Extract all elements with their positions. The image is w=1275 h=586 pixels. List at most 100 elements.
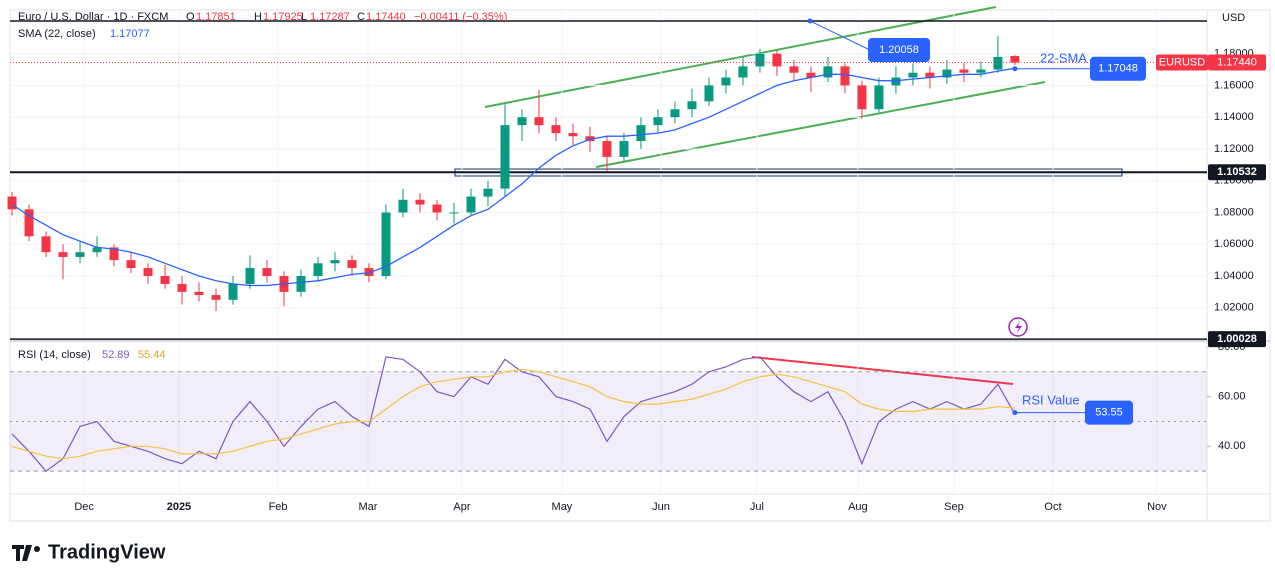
ohlc-value: 1.17440 — [366, 11, 406, 23]
event-icon[interactable] — [1008, 317, 1028, 337]
level-badge-label: 1.00028 — [1217, 333, 1257, 345]
ohlc-label: O — [186, 11, 195, 23]
candle-body — [7, 196, 17, 210]
candle-body — [772, 53, 782, 67]
ohlc-label: H — [254, 11, 262, 23]
candle-body — [789, 66, 799, 73]
candle-body — [721, 77, 731, 86]
candle-body — [58, 252, 68, 257]
symbol-label: EURUSD — [1159, 56, 1206, 68]
sma-legend: SMA (22, close) — [18, 28, 96, 40]
candle-body — [857, 85, 867, 110]
y-tick-label: 1.12000 — [1214, 143, 1254, 155]
candle-body — [687, 101, 697, 110]
candle-body — [568, 133, 578, 137]
sma-callout-box — [1090, 56, 1146, 81]
rsi-ma-legend-value: 55.44 — [138, 349, 166, 361]
candle-body — [347, 260, 357, 269]
candle-body — [194, 291, 204, 296]
rsi-line — [11, 368, 1015, 460]
candle-body — [534, 117, 544, 126]
candle-body — [177, 283, 187, 292]
ohlc-value: 1.17925 — [263, 11, 303, 23]
candle-body — [500, 125, 510, 189]
candle-body — [313, 263, 323, 276]
candle-body — [109, 247, 119, 261]
candle-body — [466, 196, 476, 213]
rsi-band — [10, 371, 1207, 472]
ohlc-label: L — [301, 11, 307, 23]
x-tick-label: May — [552, 501, 573, 513]
candle-body — [993, 56, 1003, 70]
level-badge — [1208, 331, 1266, 348]
y-tick-label: 1.06000 — [1214, 238, 1254, 250]
callout-box — [868, 38, 930, 62]
logo-mark — [12, 545, 32, 561]
x-tick-label: Oct — [1044, 501, 1061, 513]
sma-callout-text: 22-SMA — [1040, 50, 1087, 65]
frame — [9, 9, 1271, 522]
x-tick-label: Nov — [1147, 501, 1167, 513]
candle-body — [262, 268, 272, 276]
x-tick-label: Dec — [74, 501, 94, 513]
candle-body — [585, 136, 595, 142]
candle-body — [160, 276, 170, 284]
candle-body — [415, 199, 425, 205]
x-tick-label: 2025 — [167, 501, 191, 513]
divergence-line — [751, 356, 1014, 385]
candle-body — [228, 283, 238, 300]
y-tick-label: 1.04000 — [1214, 270, 1254, 282]
candle-body — [551, 125, 561, 134]
candle-body — [211, 295, 221, 300]
sma-callout-value: 1.17048 — [1098, 63, 1138, 75]
candle-body — [806, 72, 816, 78]
ohlc-label: C — [357, 11, 365, 23]
candle-body — [636, 125, 646, 142]
candle-body — [126, 260, 136, 269]
candle-body — [755, 53, 765, 67]
callout-value: 1.20058 — [879, 44, 919, 56]
price-badge-label: 1.17440 — [1217, 56, 1257, 68]
symbol-badge — [1156, 54, 1208, 71]
candle-body — [75, 252, 85, 257]
candle-body — [823, 66, 833, 78]
candle-body — [942, 69, 952, 78]
candle-body — [670, 109, 680, 118]
candle-body — [92, 247, 102, 253]
x-tick-label: Jul — [750, 501, 764, 513]
rsi-line — [11, 356, 1016, 473]
channel-top — [484, 6, 997, 108]
candle-body — [738, 66, 748, 78]
candle-body — [449, 212, 459, 214]
candle-body — [602, 141, 612, 157]
candle-body — [976, 69, 986, 73]
rsi-callout-box — [1085, 400, 1133, 425]
candle-body — [1010, 56, 1020, 63]
y-tick-label: 1.16000 — [1214, 79, 1254, 91]
x-tick-label: Jun — [652, 501, 670, 513]
y-tick-label: 1.14000 — [1214, 111, 1254, 123]
change: −0.00411 (−0.35%) — [414, 11, 507, 23]
candle-body — [398, 199, 408, 213]
candle-body — [296, 276, 306, 292]
rsi-callout-value: 53.55 — [1095, 407, 1123, 419]
logo-dot — [34, 546, 40, 552]
sma-line — [11, 67, 1016, 287]
rsi-legend-value: 52.89 — [102, 349, 130, 361]
ohlc-value: 1.17851 — [196, 11, 236, 23]
candle-body — [381, 212, 391, 276]
candle-body — [908, 72, 918, 78]
candle-body — [143, 268, 153, 276]
title: Euro / U.S. Dollar · 1D · FXCM — [18, 11, 168, 23]
candle-body — [24, 209, 34, 237]
candle-body — [891, 77, 901, 86]
candle-body — [959, 69, 969, 73]
candle-body — [364, 268, 374, 276]
level-badge-label: 1.10532 — [1217, 166, 1257, 178]
logo: TradingView — [12, 541, 166, 563]
candle-body — [619, 141, 629, 157]
candle-body — [840, 66, 850, 86]
rsi-tick-label: 40.00 — [1218, 440, 1246, 452]
